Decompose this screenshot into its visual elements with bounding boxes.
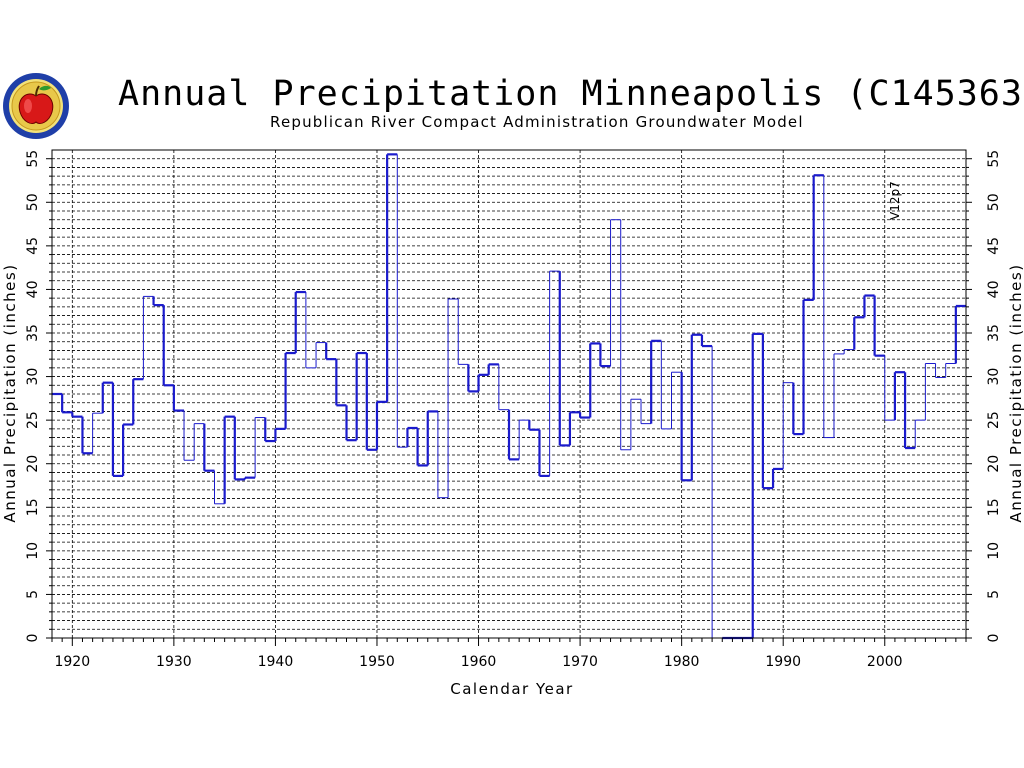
y-tick-label-right: 30: [986, 368, 1002, 386]
y-tick-label-right: 45: [986, 237, 1002, 255]
x-tick-label: 1980: [664, 654, 700, 670]
chart-subtitle: Republican River Compact Administration …: [270, 113, 804, 131]
y-tick-label-right: 25: [986, 411, 1002, 429]
version-annotation: V12p7: [888, 181, 902, 220]
chart-title: Annual Precipitation Minneapolis (C14536…: [118, 74, 1024, 114]
y-tick-label-left: 55: [25, 150, 41, 168]
x-axis-label: Calendar Year: [450, 680, 573, 698]
x-tick-label: 1930: [156, 654, 192, 670]
y-tick-label-right: 50: [986, 193, 1002, 211]
y-tick-label-right: 40: [986, 281, 1002, 299]
x-tick-label: 1990: [765, 654, 801, 670]
y-tick-label-right: 0: [986, 634, 1002, 643]
x-tick-label: 1960: [461, 654, 497, 670]
y-tick-label-left: 25: [25, 411, 41, 429]
x-tick-label: 1940: [258, 654, 294, 670]
grid-lines: [52, 150, 966, 638]
y-tick-label-left: 35: [25, 324, 41, 342]
x-tick-label: 1970: [562, 654, 598, 670]
y-tick-label-right: 10: [986, 542, 1002, 560]
y-tick-label-left: 40: [25, 281, 41, 299]
y-tick-label-left: 45: [25, 237, 41, 255]
y-axis-label-right: Annual Precipitation (inches): [1007, 263, 1024, 522]
y-tick-label-left: 30: [25, 368, 41, 386]
y-tick-label-right: 35: [986, 324, 1002, 342]
y-tick-label-left: 10: [25, 542, 41, 560]
y-tick-label-left: 0: [25, 634, 41, 643]
x-tick-label: 1950: [359, 654, 395, 670]
y-tick-label-left: 20: [25, 455, 41, 473]
y-tick-label-right: 20: [986, 455, 1002, 473]
y-tick-label-right: 15: [986, 498, 1002, 516]
x-tick-label: 1920: [54, 654, 90, 670]
y-axis-label-left: Annual Precipitation (inches): [1, 263, 19, 522]
organization-logo-icon: [3, 73, 69, 139]
y-tick-label-right: 55: [986, 150, 1002, 168]
y-tick-label-left: 5: [25, 590, 41, 599]
y-tick-label-left: 50: [25, 193, 41, 211]
series-steps: [52, 153, 966, 640]
y-tick-label-right: 5: [986, 590, 1002, 599]
y-tick-label-left: 15: [25, 498, 41, 516]
x-tick-label: 2000: [867, 654, 903, 670]
